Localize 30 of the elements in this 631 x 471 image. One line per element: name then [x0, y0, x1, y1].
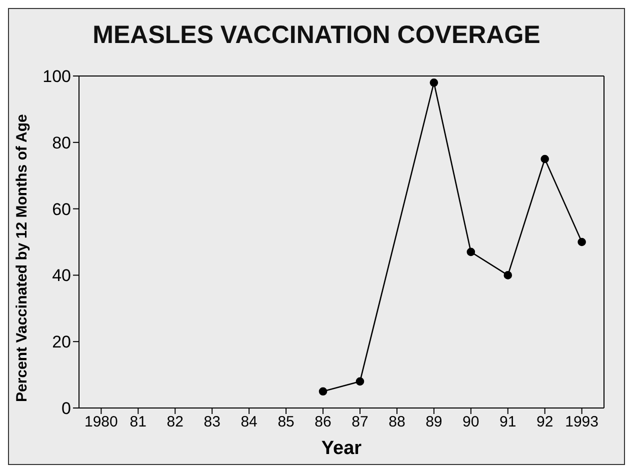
point — [430, 78, 438, 87]
x-tick-label: 92 — [536, 414, 554, 431]
y-tick-label: 100 — [42, 67, 71, 86]
y-tick-label: 40 — [52, 266, 71, 286]
point — [356, 377, 364, 386]
x-tick-label: 86 — [314, 414, 332, 431]
x-tick-label: 85 — [278, 414, 294, 431]
point — [540, 154, 549, 164]
x-tick-label: 1993 — [565, 414, 599, 431]
x-tick-label: 87 — [352, 414, 368, 431]
y-tick-label: 20 — [52, 332, 71, 352]
x-tick-label: 84 — [240, 414, 258, 431]
x-tick-label: 83 — [204, 414, 220, 431]
x-axis-title: Year — [321, 438, 362, 459]
point — [318, 387, 328, 396]
x-tick-label: 89 — [426, 414, 442, 431]
y-tick-label: 60 — [52, 200, 71, 219]
x-tick-label: 1980 — [84, 414, 118, 431]
point — [578, 238, 586, 246]
point — [466, 248, 476, 256]
point — [504, 271, 512, 280]
x-tick-label: 90 — [462, 414, 480, 431]
x-tick-label: 88 — [388, 414, 406, 431]
chart-title: MEASLES VACCINATION COVERAGE — [92, 21, 542, 50]
x-tick-label: 82 — [166, 414, 184, 431]
x-tick-label: 91 — [500, 414, 516, 431]
y-tick-label: 0 — [62, 399, 71, 418]
x-tick-label: 81 — [130, 414, 146, 431]
y-axis-title: Percent Vaccinated by 12 Months of Age — [13, 114, 30, 402]
y-tick-label: 80 — [52, 133, 71, 152]
